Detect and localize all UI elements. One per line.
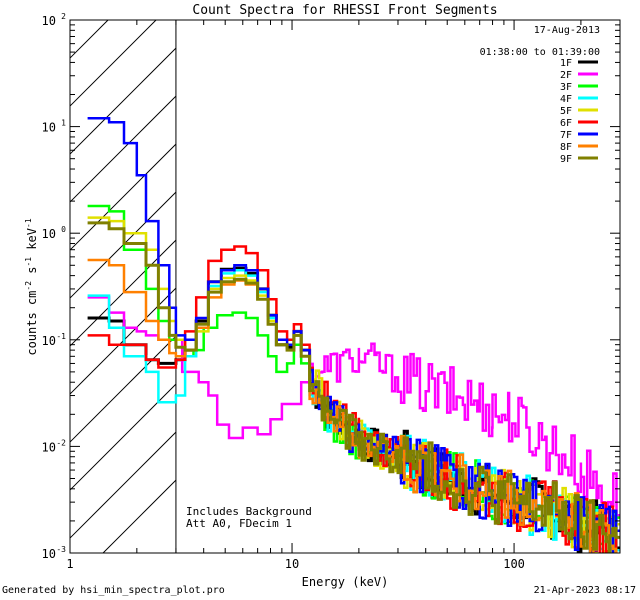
- y-tick-exponent: 0: [61, 225, 66, 234]
- legend-label-6F: 6F: [560, 118, 572, 129]
- legend-label-2F: 2F: [560, 70, 572, 81]
- hatch-line: [70, 20, 109, 59]
- hatch-line: [70, 143, 177, 251]
- y-tick-exponent: -3: [56, 545, 66, 554]
- series-2F-line: [87, 296, 620, 518]
- y-tick-label: 10: [42, 547, 56, 561]
- series-5F-line: [87, 216, 620, 553]
- legend-label-9F: 9F: [560, 154, 572, 165]
- footer-timestamp: 21-Apr-2023 08:17: [534, 585, 636, 596]
- x-tick-label: 1: [66, 557, 73, 571]
- hatch-line: [70, 20, 157, 107]
- hatch-line: [70, 335, 177, 443]
- y-tick-label: 10: [42, 14, 56, 28]
- hatch-line: [102, 479, 177, 553]
- hatch-line: [70, 431, 177, 539]
- legend-label-5F: 5F: [560, 106, 572, 117]
- chart-title: Count Spectra for RHESSI Front Segments: [192, 3, 497, 18]
- y-tick-label: 10: [42, 440, 56, 454]
- series-9F-line: [87, 221, 620, 553]
- time-range-label: 01:38:00 to 01:39:00: [480, 47, 600, 58]
- series-8F-line: [87, 258, 618, 553]
- legend-label-3F: 3F: [560, 82, 572, 93]
- y-tick-label: 10: [42, 227, 56, 241]
- footer-generated-by: Generated by hsi_min_spectra_plot.pro: [2, 585, 225, 596]
- y-tick-label: 10: [42, 121, 56, 135]
- y-tick-exponent: 1: [61, 119, 66, 128]
- series-group: [87, 116, 620, 553]
- plot-frame: [69, 19, 621, 554]
- hatch-line: [70, 95, 177, 203]
- hatch-line: [70, 47, 177, 155]
- legend-label-1F: 1F: [560, 58, 572, 69]
- date-label: 17-Aug-2013: [534, 25, 600, 36]
- y-tick-exponent: -2: [56, 438, 66, 447]
- legend-label-8F: 8F: [560, 142, 572, 153]
- y-tick-exponent: -1: [56, 332, 66, 341]
- y-axis-label: counts cm-2 s-1 keV-1: [24, 218, 39, 355]
- hatch-line: [70, 0, 176, 10]
- x-tick-label: 100: [503, 557, 525, 571]
- hatch-line: [70, 383, 177, 491]
- x-axis-label: Energy (keV): [302, 575, 389, 589]
- series-7F-line: [87, 116, 620, 553]
- legend-label-4F: 4F: [560, 94, 572, 105]
- y-tick-label: 10: [42, 334, 56, 348]
- legend-label-7F: 7F: [560, 130, 572, 141]
- x-tick-label: 10: [285, 557, 299, 571]
- annotation-attenuator: Att A0, FDecim 1: [186, 517, 292, 530]
- y-tick-exponent: 2: [61, 12, 66, 21]
- annotation-background: Includes Background: [186, 505, 312, 518]
